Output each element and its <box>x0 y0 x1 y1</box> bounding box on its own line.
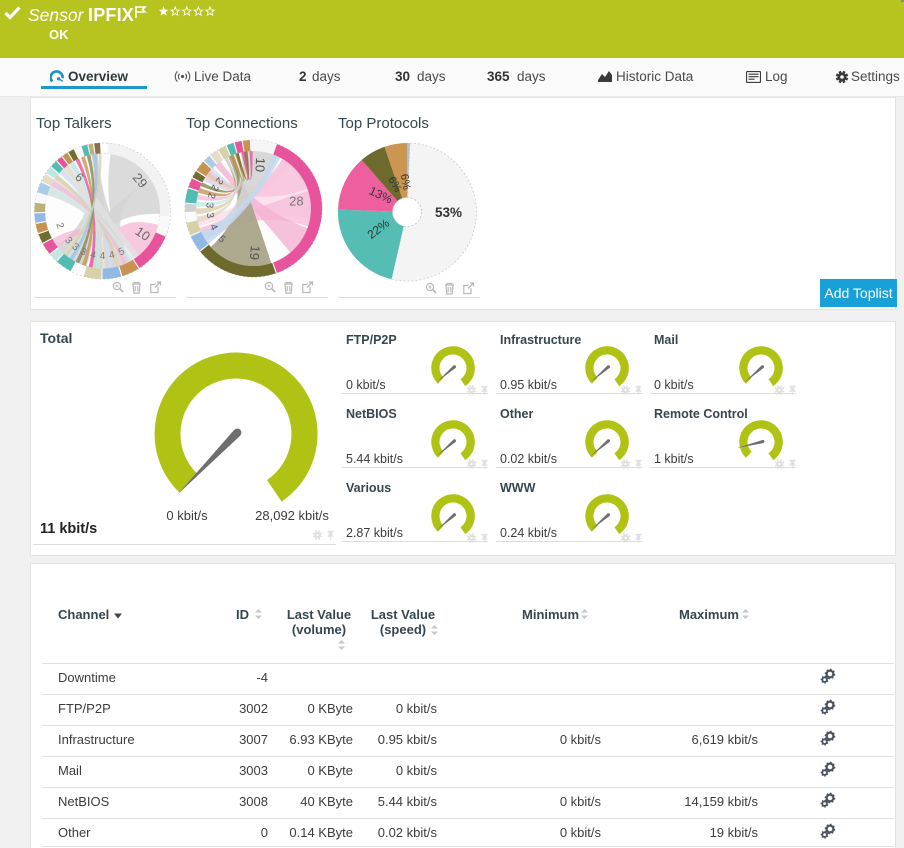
svg-text:4: 4 <box>207 222 220 232</box>
svg-text:3: 3 <box>78 246 88 259</box>
svg-text:53%: 53% <box>435 205 462 220</box>
svg-text:2: 2 <box>205 191 217 200</box>
svg-text:10: 10 <box>133 223 153 244</box>
svg-text:19: 19 <box>247 245 263 261</box>
svg-text:3: 3 <box>204 212 216 220</box>
svg-text:5: 5 <box>216 234 228 246</box>
svg-text:3: 3 <box>62 235 74 247</box>
svg-text:2: 2 <box>213 175 225 187</box>
svg-text:10: 10 <box>252 157 268 172</box>
svg-text:3: 3 <box>203 202 214 209</box>
svg-text:4: 4 <box>89 250 97 262</box>
svg-text:6%: 6% <box>398 173 412 191</box>
svg-text:4: 4 <box>108 250 116 262</box>
svg-text:4: 4 <box>100 251 106 262</box>
svg-text:3: 3 <box>70 241 81 253</box>
svg-text:2: 2 <box>208 183 221 193</box>
svg-text:2: 2 <box>53 221 65 230</box>
svg-text:28: 28 <box>289 194 303 209</box>
svg-text:5: 5 <box>117 246 127 259</box>
